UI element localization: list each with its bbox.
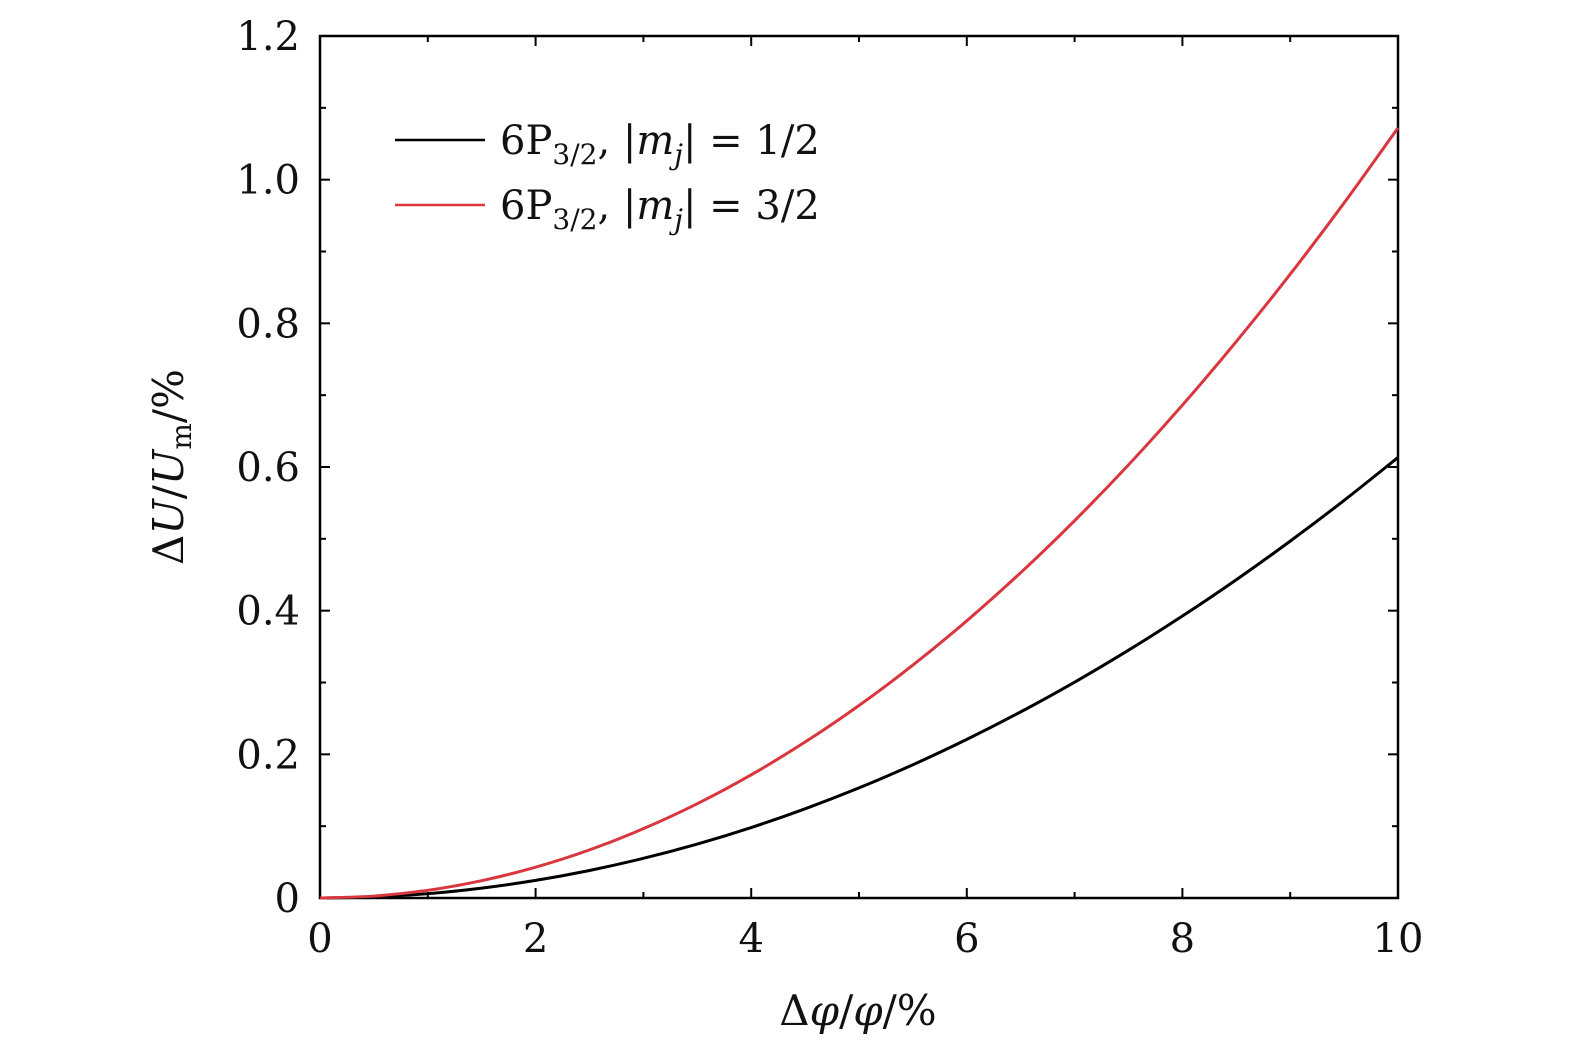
legend-mid: , | — [597, 118, 636, 164]
x-label-phi: φ — [853, 986, 883, 1035]
y-tick-label: 0.8 — [236, 301, 300, 347]
series-lines — [319, 126, 1400, 900]
x-tick-label: 8 — [1170, 916, 1195, 962]
y-label-unit: /% — [144, 369, 193, 423]
y-tick-label: 0.2 — [236, 732, 300, 778]
x-label-slash: / — [839, 986, 854, 1035]
legend-lead: 6P — [500, 183, 552, 229]
legend-subscript: 3/2 — [552, 138, 597, 171]
axis-ticks — [319, 35, 1399, 899]
plot-frame — [318, 34, 1400, 900]
axis-tick-labels: 0 2 4 6 8 10 0 0.2 0.4 0.6 0.8 1.0 1.2 — [236, 14, 1423, 962]
x-tick-label: 0 — [307, 916, 332, 962]
legend-mid: , | — [597, 183, 636, 229]
legend-tail: | = 3/2 — [683, 183, 820, 229]
y-tick-label: 0.4 — [236, 589, 300, 635]
x-tick-label: 6 — [954, 916, 979, 962]
legend-lead: 6P — [500, 118, 552, 164]
legend-m: m — [636, 183, 674, 229]
x-tick-label: 2 — [523, 916, 548, 962]
y-axis-label: ΔU/Um/% — [144, 369, 198, 565]
legend: 6P3/2, |mj| = 1/2 6P3/2, |mj| = 3/2 — [395, 118, 820, 236]
legend-m: m — [636, 118, 674, 164]
x-label-unit: /% — [883, 986, 937, 1035]
y-label-slash: / — [144, 484, 193, 499]
y-tick-label: 0.6 — [236, 445, 300, 491]
x-axis-label: Δφ/φ/% — [779, 986, 936, 1035]
legend-label-series-1: 6P3/2, |mj| = 1/2 — [500, 118, 820, 171]
series-line-2 — [319, 126, 1400, 900]
x-tick-label: 4 — [738, 916, 763, 962]
y-label-u: U — [144, 498, 193, 535]
legend-subscript: 3/2 — [552, 203, 597, 236]
series-line-1 — [319, 456, 1399, 900]
x-label-delta: Δ — [779, 986, 809, 1035]
y-tick-label: 1.0 — [236, 158, 300, 204]
y-tick-label: 1.2 — [236, 14, 300, 60]
legend-label-series-2: 6P3/2, |mj| = 3/2 — [500, 183, 820, 236]
y-label-u: U — [144, 448, 193, 485]
legend-tail: | = 1/2 — [683, 118, 820, 164]
y-label-subscript: m — [165, 423, 198, 450]
x-tick-label: 10 — [1373, 916, 1424, 962]
y-tick-label: 0 — [275, 876, 300, 922]
y-label-delta: Δ — [144, 535, 193, 565]
x-label-phi: φ — [810, 986, 840, 1035]
